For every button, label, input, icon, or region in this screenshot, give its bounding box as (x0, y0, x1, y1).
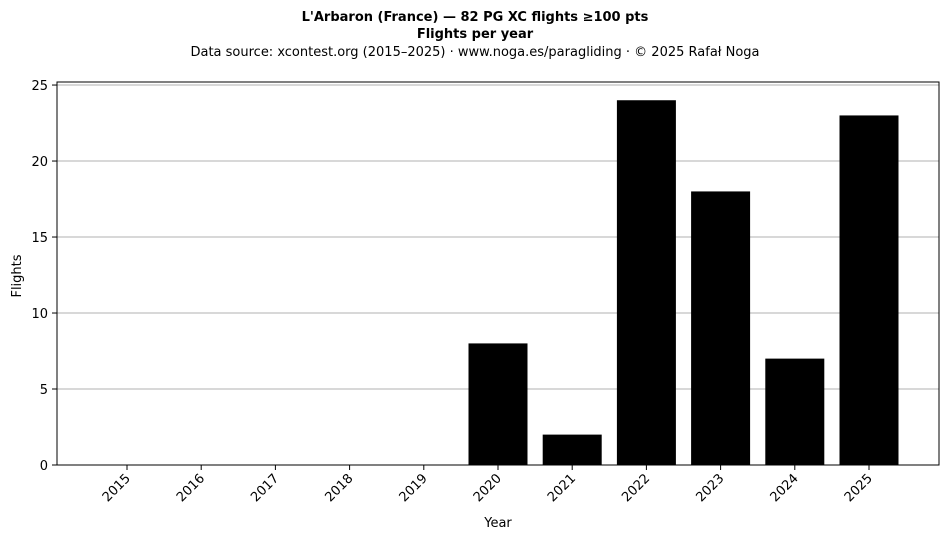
x-tick-label: 2024 (768, 471, 802, 505)
x-tick-label: 2022 (619, 471, 653, 505)
x-tick-label: 2021 (545, 471, 579, 505)
bar-2020 (468, 343, 528, 465)
x-tick-label: 2018 (322, 471, 356, 505)
bar-2023 (691, 191, 751, 465)
y-tick-label: 20 (31, 155, 48, 170)
bar-2024 (765, 358, 825, 465)
y-tick-label: 10 (31, 307, 48, 322)
y-tick-label: 15 (31, 231, 48, 246)
y-tick-label: 5 (40, 383, 48, 398)
y-axis-label: Flights (10, 254, 25, 297)
x-tick-label: 2019 (397, 471, 431, 505)
y-tick-label: 0 (40, 459, 48, 474)
y-axis: 0 5 10 15 20 25 (31, 79, 57, 474)
chart-source: Data source: xcontest.org (2015–2025) · … (190, 45, 759, 60)
x-tick-label: 2020 (471, 471, 505, 505)
x-tick-label: 2016 (174, 471, 208, 505)
bar-2022 (616, 100, 676, 465)
x-tick-label: 2023 (693, 471, 727, 505)
x-axis: 2015 2016 2017 2018 2019 2020 2021 2022 2023 2024… (100, 465, 876, 505)
chart-subtitle: Flights per year (417, 27, 534, 42)
x-axis-label: Year (483, 516, 512, 531)
x-tick-label: 2015 (100, 471, 134, 505)
bars (468, 100, 899, 465)
chart-title: L'Arbaron (France) — 82 PG XC flights ≥1… (302, 10, 649, 25)
x-tick-label: 2017 (248, 471, 282, 505)
bar-2025 (839, 115, 899, 465)
bar-2021 (542, 434, 602, 465)
y-tick-label: 25 (31, 79, 48, 94)
x-tick-label: 2025 (842, 471, 876, 505)
